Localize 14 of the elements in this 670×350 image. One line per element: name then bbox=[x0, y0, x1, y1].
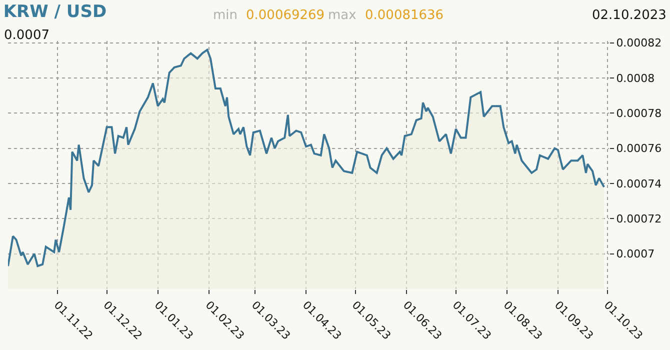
text: max bbox=[328, 8, 357, 23]
y-tick-label: 0.00078 bbox=[616, 106, 662, 120]
text: 0.00081636 bbox=[365, 8, 444, 23]
text: 02.10.2023 bbox=[592, 8, 666, 23]
text: 0.00069269 bbox=[246, 8, 325, 23]
y-tick-label: 0.00072 bbox=[616, 212, 662, 226]
y-tick-label: 0.00074 bbox=[616, 177, 662, 190]
y-tick-label: 0.0007 bbox=[616, 248, 655, 261]
y-tick-label: 0.00076 bbox=[616, 142, 662, 156]
y-tick-label: 0.00082 bbox=[616, 36, 662, 50]
text: min bbox=[213, 8, 238, 23]
chart-title: KRW / USD bbox=[3, 2, 107, 22]
y-tick-label: 0.0008 bbox=[616, 72, 655, 85]
annotation: 0.0007 bbox=[4, 28, 50, 43]
